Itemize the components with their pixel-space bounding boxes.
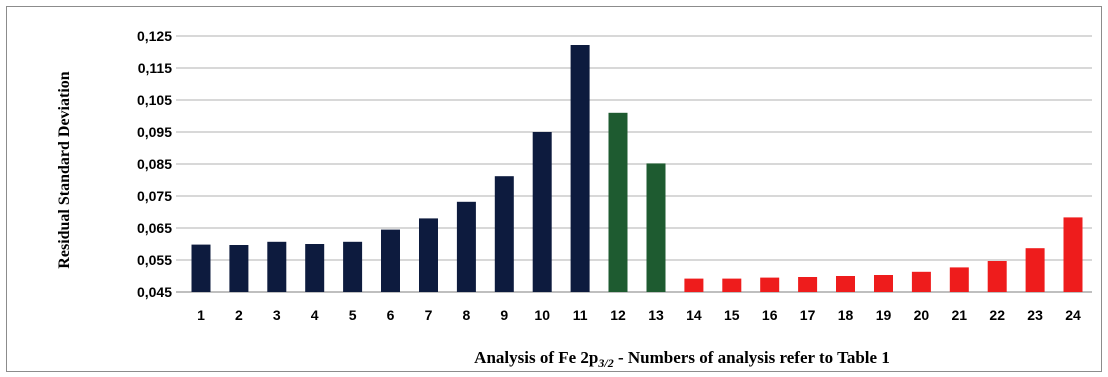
y-tick-label: 0,055: [137, 252, 172, 268]
x-tick-label: 13: [648, 307, 664, 323]
y-tick-label: 0,085: [137, 156, 172, 172]
bar-21: [949, 267, 969, 292]
y-axis-label: Residual Standard Deviation: [56, 71, 73, 268]
x-axis-label: Analysis of Fe 2p3/2 - Numbers of analys…: [474, 348, 890, 370]
bar-2: [229, 245, 249, 292]
x-tick-label: 12: [610, 307, 626, 323]
bar-12: [608, 112, 628, 292]
x-axis-label-rest: - Numbers of analysis refer to Table 1: [614, 348, 890, 367]
y-tick-label: 0,075: [137, 188, 172, 204]
bar-7: [419, 218, 438, 292]
x-tick-label: 5: [349, 307, 357, 323]
bar-4: [305, 244, 325, 292]
x-tick-label: 6: [387, 307, 395, 323]
bar-16: [760, 277, 780, 292]
bar-17: [798, 277, 818, 292]
x-tick-label: 8: [463, 307, 471, 323]
bar-19: [874, 275, 893, 292]
bar-6: [381, 229, 400, 292]
x-axis-label-main: Analysis of Fe 2p: [474, 348, 598, 367]
gridlines: [176, 35, 1092, 293]
x-tick-label: 1: [197, 307, 205, 323]
bar-14: [684, 278, 704, 292]
bar-24: [1063, 217, 1083, 292]
x-tick-label: 18: [838, 307, 854, 323]
y-tick-label: 0,065: [137, 220, 172, 236]
bar-11: [570, 45, 590, 292]
bars: [191, 45, 1083, 292]
bar-3: [267, 241, 287, 292]
y-tick-labels: 0,045 0,055 0,065 0,075 0,085 0,095 0,105 0,115…: [137, 28, 172, 300]
bar-13: [646, 163, 666, 292]
x-axis-label-subscript: 3/2: [597, 356, 613, 370]
x-tick-label: 2: [235, 307, 243, 323]
chart-frame: [6, 6, 1102, 372]
x-tick-label: 22: [989, 307, 1005, 323]
x-tick-label: 10: [534, 307, 550, 323]
bar-23: [1025, 248, 1045, 292]
x-tick-labels: 1 2 3 4 5 6 7 8 9 10 11 12 13 14 15 16 17 18 19 20 21 22 23 24: [197, 307, 1081, 323]
x-tick-label: 16: [762, 307, 778, 323]
y-tick-label: 0,115: [138, 60, 172, 76]
x-tick-label: 4: [311, 307, 319, 323]
y-tick-label: 0,045: [137, 284, 172, 300]
y-tick-label: 0,095: [137, 124, 172, 140]
y-tick-label: 0,125: [137, 28, 172, 44]
x-tick-label: 9: [500, 307, 508, 323]
y-tick-label: 0,105: [137, 92, 172, 108]
x-tick-label: 24: [1065, 307, 1081, 323]
bar-20: [911, 271, 931, 292]
bar-9: [494, 176, 514, 292]
x-tick-label: 23: [1027, 307, 1043, 323]
bar-8: [456, 201, 476, 292]
bar-5: [343, 241, 363, 292]
bar-22: [987, 261, 1007, 292]
x-tick-label: 19: [876, 307, 892, 323]
x-tick-label: 17: [800, 307, 816, 323]
x-tick-label: 7: [425, 307, 433, 323]
x-tick-label: 21: [952, 307, 968, 323]
x-tick-label: 20: [914, 307, 930, 323]
bar-18: [836, 276, 855, 292]
x-tick-label: 11: [573, 307, 588, 323]
x-tick-label: 14: [686, 307, 702, 323]
x-tick-label: 15: [724, 307, 740, 323]
x-tick-label: 3: [273, 307, 281, 323]
bar-10: [532, 132, 552, 292]
bar-15: [722, 278, 742, 292]
bar-1: [191, 244, 211, 292]
